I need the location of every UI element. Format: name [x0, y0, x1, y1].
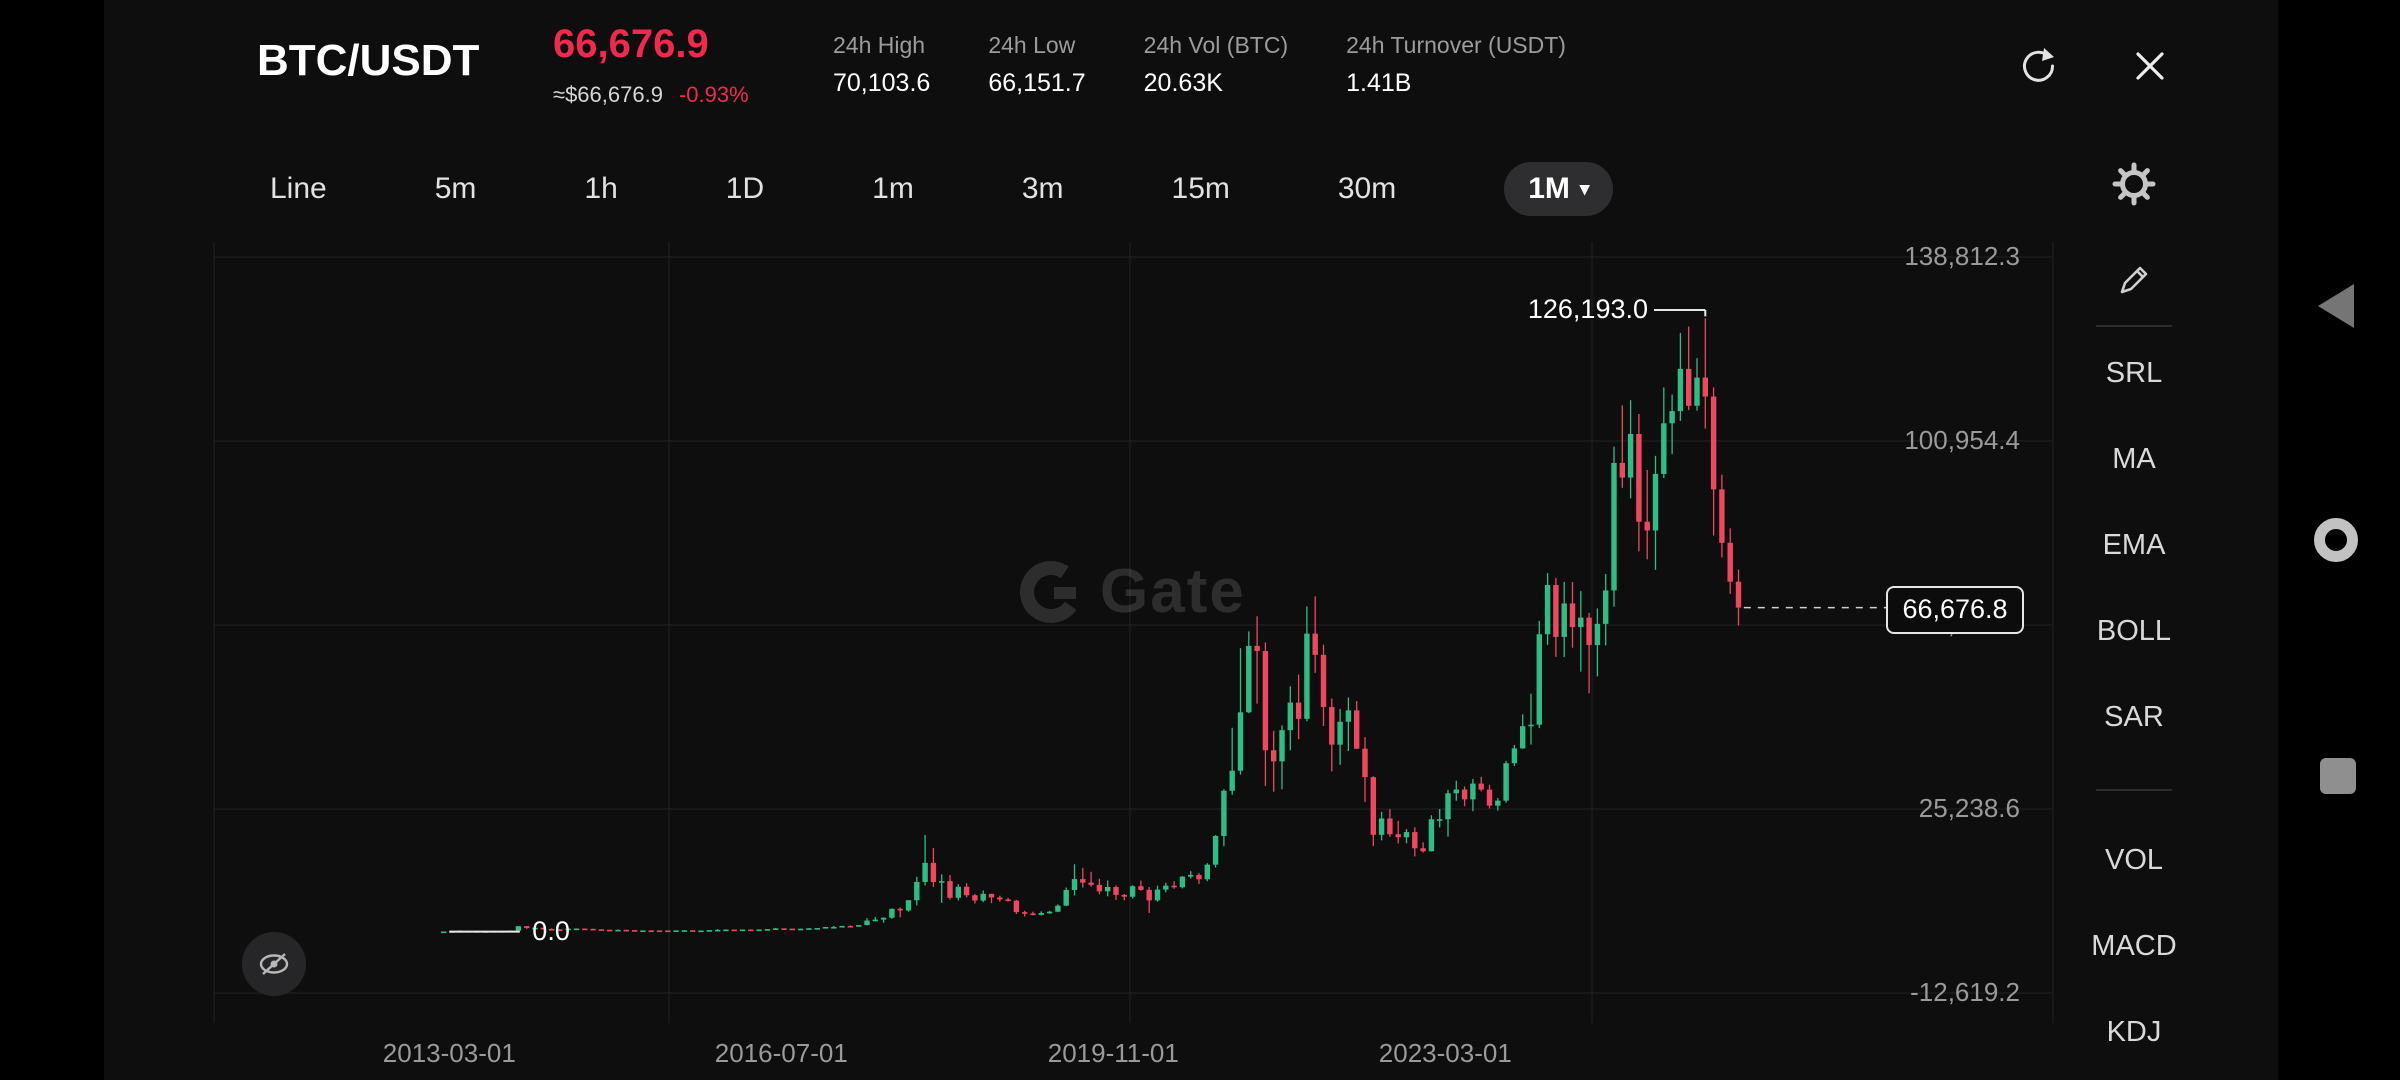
- x-axis-label: 2013-03-01: [382, 1038, 516, 1068]
- tab-3m[interactable]: 3m: [1021, 172, 1064, 205]
- indicator-srl[interactable]: SRL: [2105, 357, 2163, 389]
- tab-1h[interactable]: 1h: [584, 172, 618, 205]
- indicator-ema[interactable]: EMA: [2102, 529, 2166, 561]
- interval-tabs: Line 5m 1h 1D 1m 3m 15m 30m 1M ▾: [270, 158, 1614, 220]
- gate-logo-icon: [1020, 560, 1082, 623]
- android-back-icon[interactable]: [2318, 284, 2354, 328]
- close-icon[interactable]: [2128, 44, 2172, 88]
- y-axis-label: 25,238.6: [1918, 793, 2020, 823]
- main-indicator-list: SRL MA EMA BOLL SAR: [2074, 330, 2194, 760]
- android-recents-icon[interactable]: [2320, 758, 2356, 794]
- toggle-drawings-button[interactable]: [242, 932, 306, 996]
- stat-column: 24h High 70,103.6: [833, 32, 930, 98]
- tab-15m[interactable]: 15m: [1171, 172, 1230, 205]
- eye-off-icon: [259, 953, 289, 975]
- stat-value: 66,151.7: [988, 69, 1086, 97]
- stat-value: 1.41B: [1346, 69, 1412, 97]
- tab-1d[interactable]: 1D: [725, 172, 765, 205]
- stat-column: 24h Turnover (USDT) 1.41B: [1346, 32, 1566, 98]
- last-price-tag: 66,676.8: [1886, 585, 2024, 634]
- stat-label: 24h Turnover (USDT): [1346, 32, 1566, 58]
- stat-value: 20.63K: [1143, 69, 1223, 97]
- sidebar-divider: [2096, 325, 2172, 327]
- change-percent: -0.93%: [678, 82, 749, 107]
- low-price-annotation: 0.0: [532, 915, 570, 946]
- watermark: Gate: [1016, 556, 1246, 627]
- last-price: 66,676.9: [553, 22, 709, 66]
- y-axis-label: 138,812.3: [1904, 241, 2020, 271]
- watermark-text: Gate: [1100, 557, 1246, 626]
- tab-5m[interactable]: 5m: [434, 172, 477, 205]
- sub-indicator-list: VOL MACD KDJ: [2074, 817, 2194, 1075]
- x-axis-label: 2023-03-01: [1378, 1038, 1512, 1068]
- refresh-icon[interactable]: [2016, 44, 2060, 88]
- indicator-macd[interactable]: MACD: [2091, 930, 2177, 962]
- indicator-boll[interactable]: BOLL: [2096, 615, 2172, 647]
- stat-column: 24h Low 66,151.7: [988, 32, 1085, 98]
- high-price-annotation: 126,193.0: [1527, 294, 1648, 324]
- indicator-kdj[interactable]: KDJ: [2106, 1016, 2162, 1048]
- stat-label: 24h High: [833, 32, 926, 58]
- stat-label: 24h Low: [988, 32, 1076, 58]
- indicator-ma[interactable]: MA: [2112, 443, 2156, 475]
- android-home-icon[interactable]: [2314, 518, 2358, 562]
- interval-dropdown-label: 1M: [1528, 172, 1570, 205]
- chevron-down-icon: ▾: [1579, 178, 1590, 200]
- pair-title: BTC/USDT: [257, 36, 480, 85]
- tab-1m[interactable]: 1m: [872, 172, 914, 205]
- price-subline: ≈$66,676.9 -0.93%: [553, 82, 749, 108]
- stats-bar: 24h High 70,103.6 24h Low 66,151.7 24h Vol (…: [833, 32, 1566, 98]
- x-axis-label: 2019-11-01: [1047, 1038, 1179, 1068]
- fiat-price: ≈$66,676.9: [553, 82, 663, 107]
- stat-column: 24h Vol (BTC) 20.63K: [1144, 32, 1288, 98]
- tab-line[interactable]: Line: [270, 172, 327, 205]
- app-background: [104, 0, 2278, 1080]
- y-axis-label: -12,619.2: [1910, 977, 2020, 1007]
- stat-value: 70,103.6: [833, 69, 931, 97]
- stat-label: 24h Vol (BTC): [1143, 32, 1289, 58]
- sidebar-divider: [2096, 789, 2172, 791]
- y-axis-label: 100,954.4: [1904, 425, 2020, 455]
- x-axis-label: 2016-07-01: [714, 1038, 848, 1068]
- tab-30m[interactable]: 30m: [1337, 172, 1397, 205]
- indicator-sar[interactable]: SAR: [2104, 701, 2164, 733]
- indicator-vol[interactable]: VOL: [2104, 844, 2164, 876]
- interval-dropdown[interactable]: 1M ▾: [1504, 162, 1614, 216]
- gear-icon[interactable]: [2112, 162, 2156, 206]
- draw-pencil-icon[interactable]: [2112, 258, 2156, 302]
